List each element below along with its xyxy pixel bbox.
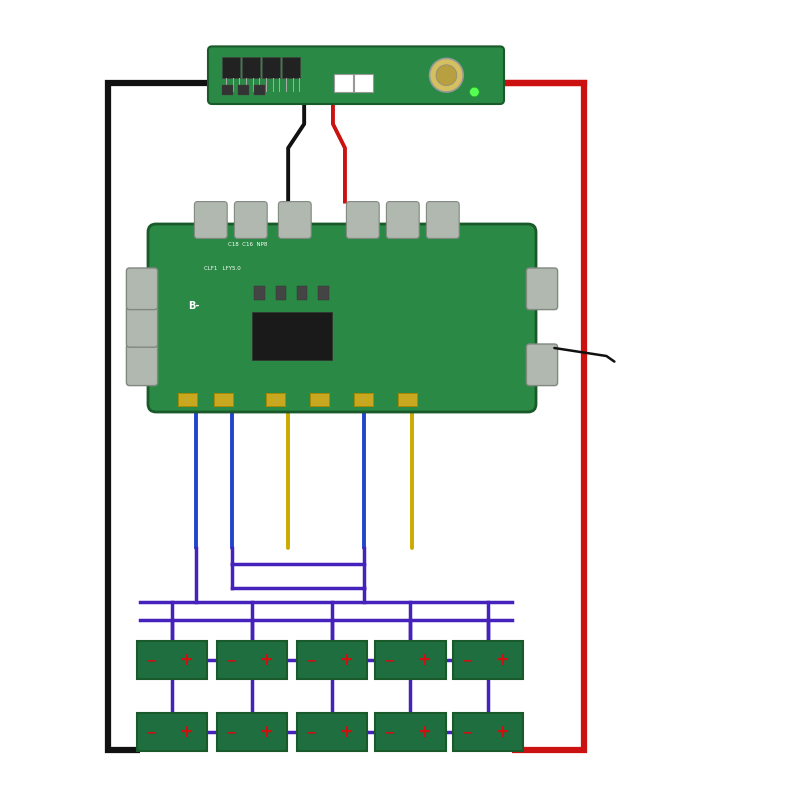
Text: +: + [339,651,353,669]
Text: −: − [383,725,395,739]
Bar [318,286,329,300]
Text: −: − [225,725,237,739]
Bar [254,286,265,300]
Bar [214,393,233,406]
Text: −: − [145,725,157,739]
Text: −: − [461,725,473,739]
Bar [354,74,373,92]
Bar [254,85,265,95]
Text: −: − [305,653,317,667]
Text: +: + [259,723,273,741]
FancyBboxPatch shape [346,202,379,238]
Text: −: − [461,653,473,667]
FancyBboxPatch shape [194,202,227,238]
FancyBboxPatch shape [526,268,558,310]
Bar [217,641,287,679]
Text: B-: B- [188,302,199,311]
Bar [222,85,233,95]
Bar [297,286,307,300]
FancyBboxPatch shape [126,306,158,347]
Circle shape [430,58,463,92]
FancyBboxPatch shape [526,344,558,386]
Text: −: − [225,653,237,667]
FancyBboxPatch shape [126,268,158,310]
Text: −: − [305,725,317,739]
Bar [238,85,249,95]
Circle shape [470,87,479,97]
Bar [310,393,329,406]
Bar [334,74,353,92]
Circle shape [436,65,457,86]
Text: +: + [418,651,431,669]
Bar [297,713,367,751]
Bar [252,312,332,360]
Text: +: + [179,723,193,741]
FancyBboxPatch shape [234,202,267,238]
Bar [276,286,286,300]
FancyBboxPatch shape [208,46,504,104]
Text: +: + [179,651,193,669]
Text: +: + [495,651,509,669]
Text: CLF1   LFY5.0: CLF1 LFY5.0 [204,266,241,271]
Text: +: + [259,651,273,669]
FancyBboxPatch shape [148,224,536,412]
Bar [398,393,417,406]
Text: −: − [145,653,157,667]
Text: +: + [418,723,431,741]
Bar [266,393,285,406]
Text: −: − [383,653,395,667]
Bar [262,57,280,78]
Bar [137,713,207,751]
Bar [354,393,373,406]
Bar [178,393,197,406]
Text: +: + [495,723,509,741]
Bar [282,57,300,78]
FancyBboxPatch shape [278,202,311,238]
FancyBboxPatch shape [126,344,158,386]
Bar [375,641,446,679]
Bar [137,641,207,679]
FancyBboxPatch shape [426,202,459,238]
Bar [453,713,523,751]
Bar [297,641,367,679]
Bar [217,713,287,751]
Text: C18  C16  NP8: C18 C16 NP8 [228,242,267,246]
Text: +: + [339,723,353,741]
Bar [375,713,446,751]
Bar [242,57,260,78]
FancyBboxPatch shape [386,202,419,238]
Bar [453,641,523,679]
Bar [222,57,240,78]
